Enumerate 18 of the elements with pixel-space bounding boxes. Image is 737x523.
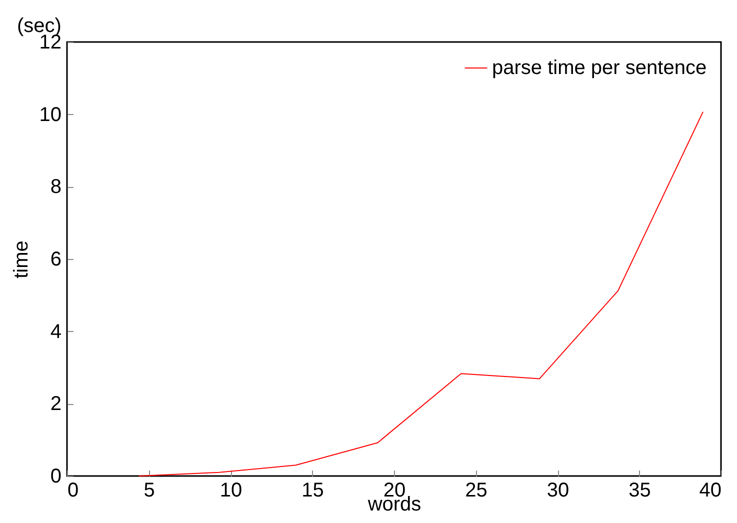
x-tick-label: 30 xyxy=(546,480,570,502)
y-tick-label: 8 xyxy=(50,176,62,198)
y-tick-label: 2 xyxy=(50,393,62,416)
y-tick-label: 4 xyxy=(50,320,62,343)
legend-label: parse time per sentence xyxy=(492,57,707,79)
y-tick-label: 0 xyxy=(50,466,62,488)
x-tick-label: 40 xyxy=(699,480,722,502)
x-tick-label: 15 xyxy=(302,480,324,502)
x-tick-label: 35 xyxy=(628,480,651,502)
x-tick-label: 10 xyxy=(220,480,242,502)
x-tick-label: 0 xyxy=(68,480,79,502)
y-tick-label: 6 xyxy=(50,248,62,270)
text: (sec) xyxy=(17,15,62,37)
y-axis-title: time xyxy=(10,240,32,278)
y-tick-label: 10 xyxy=(39,104,62,126)
x-tick-label: 25 xyxy=(465,480,488,502)
x-tick-label: 5 xyxy=(144,480,155,502)
line-series xyxy=(138,111,704,476)
